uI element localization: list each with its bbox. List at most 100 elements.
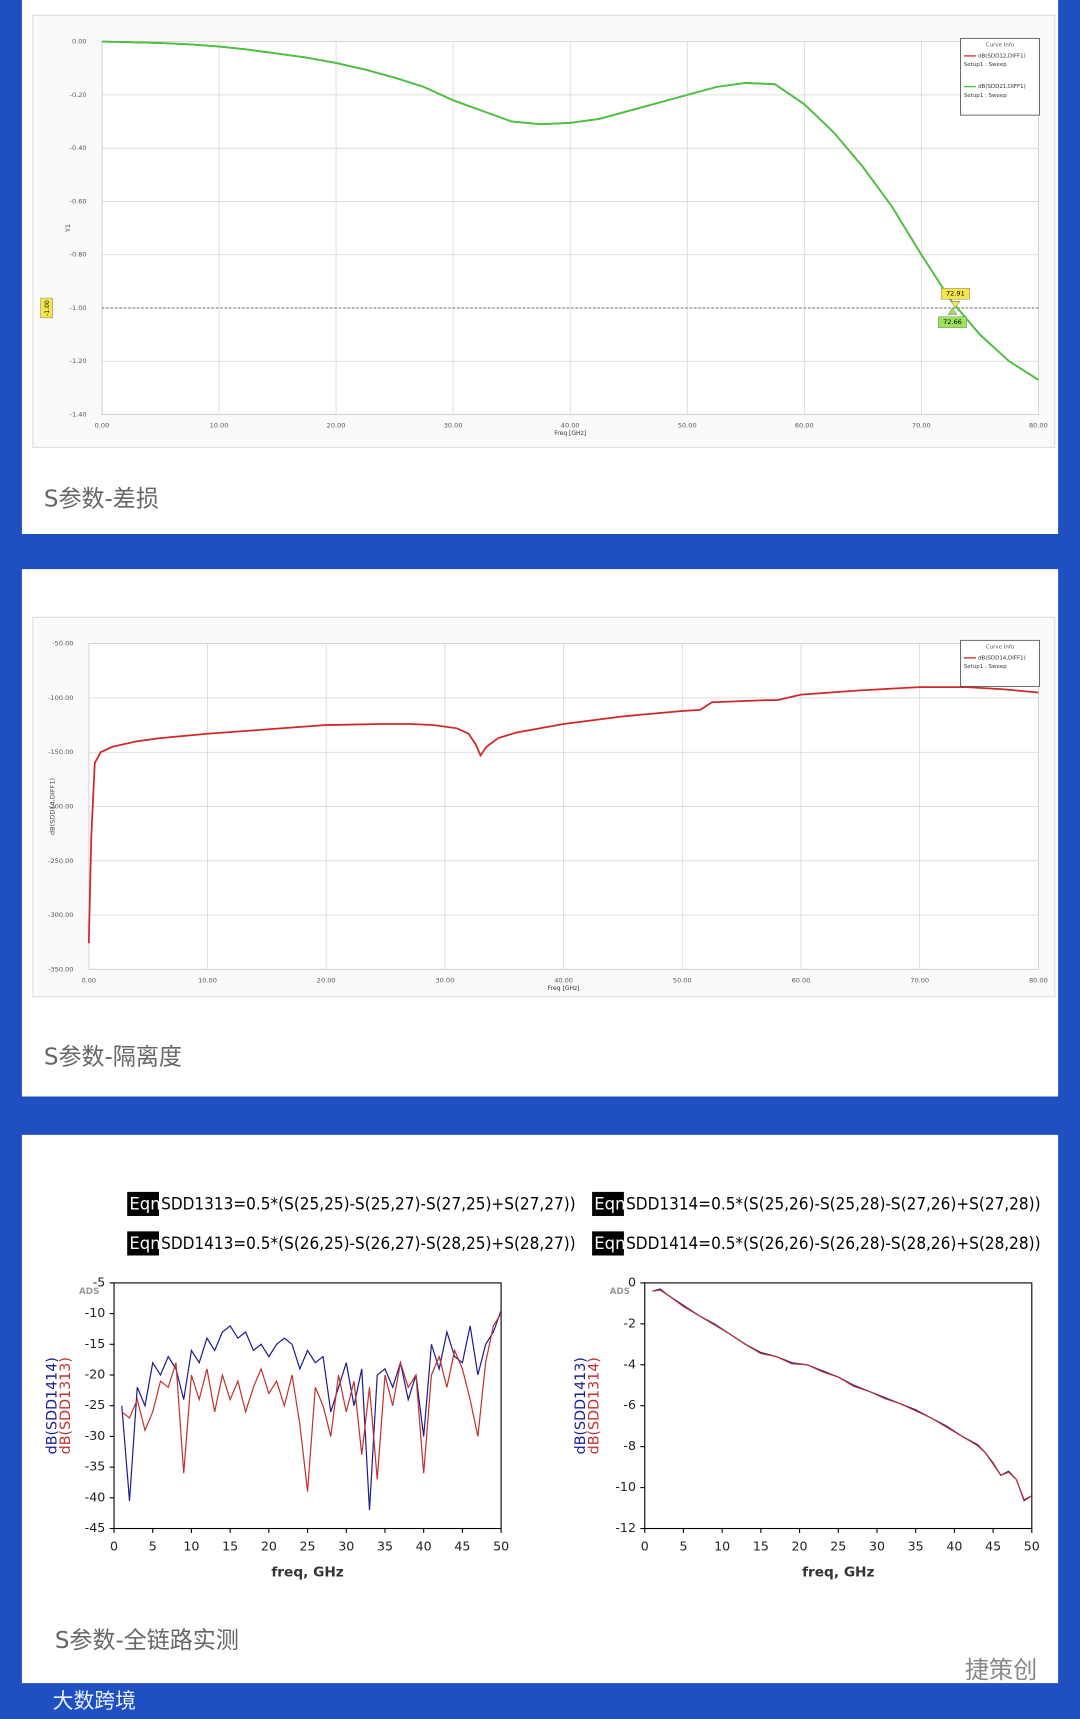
x-tick-label: 0 — [110, 1539, 118, 1554]
x-tick-label: 15 — [222, 1539, 238, 1554]
y-tick-label: -8 — [623, 1438, 636, 1453]
y-tick-label: -4 — [623, 1356, 636, 1371]
x-tick-label: 30.00 — [444, 421, 463, 429]
watermark: 大数跨境 — [53, 1689, 136, 1713]
series-line — [87, 686, 1039, 944]
x-tick-label: 50 — [493, 1539, 509, 1554]
marker-tag — [940, 288, 970, 300]
series-line — [121, 1313, 502, 1492]
x-tick-label: 5 — [149, 1539, 157, 1554]
x-tick-label: 0.00 — [82, 976, 97, 984]
y-axis-label: dB(SDD1414) — [45, 1357, 61, 1454]
x-tick-label: 20 — [792, 1539, 808, 1554]
y-tick-label: -5 — [93, 1274, 106, 1289]
x-tick-label: 30 — [869, 1539, 885, 1554]
marker — [950, 301, 961, 309]
x-tick-label: 50 — [1024, 1539, 1040, 1554]
marker — [947, 307, 958, 315]
y-tick-label: -10 — [85, 1305, 106, 1320]
caption: S参数-差损 — [44, 487, 159, 513]
legend-entry: dB(SDD12,DIFF1) — [978, 53, 1026, 59]
legend-title: Curve Info — [986, 42, 1015, 48]
equation: SDD1413=0.5*(S(26,25)-S(26,27)-S(28,25)+… — [161, 1234, 575, 1253]
eqn-badge-text: Eqn — [129, 1234, 160, 1253]
x-tick-label: 25 — [830, 1539, 846, 1554]
legend — [960, 639, 1040, 687]
y-tick-label: -300.00 — [48, 911, 73, 919]
legend-entry: dB(SDD14,DIFF1) — [978, 655, 1026, 661]
x-tick-label: 60.00 — [792, 976, 811, 984]
legend-setup: Setup1 : Sweep — [964, 664, 1007, 670]
x-tick-label: 20.00 — [317, 976, 336, 984]
series-line — [652, 1289, 1033, 1502]
eqn-badge-text: Eqn — [594, 1195, 625, 1214]
y-tick-label: -100.00 — [48, 694, 73, 702]
y-tick-label: -200.00 — [48, 802, 73, 810]
y-tick-label: -10 — [615, 1479, 636, 1494]
y-tick-label: -0.40 — [70, 144, 87, 152]
y-tick-label: -2 — [623, 1315, 636, 1330]
x-tick-label: 40 — [946, 1539, 962, 1554]
x-tick-label: 15 — [753, 1539, 769, 1554]
x-axis-label: freq, GHz — [802, 1564, 874, 1580]
x-tick-label: 70.00 — [912, 421, 931, 429]
y-tick-label: -15 — [85, 1336, 106, 1351]
ads-label: ADS — [610, 1287, 630, 1297]
y-tick-label: -20 — [85, 1367, 106, 1382]
y-tick-label: 0.00 — [72, 38, 87, 46]
eqn-badge-text: Eqn — [129, 1195, 160, 1214]
x-tick-label: 35 — [377, 1539, 393, 1554]
y-tick-label: -0.80 — [70, 251, 87, 259]
y-tick-label: -1.20 — [70, 357, 87, 365]
y-tick-label: -30 — [85, 1428, 106, 1443]
eqn-badge — [592, 1191, 624, 1217]
legend-entry: dB(SDD21,DIFF1) — [978, 84, 1026, 90]
x-tick-label: 35 — [908, 1539, 924, 1554]
legend-setup: Setup1 : Sweep — [964, 93, 1007, 99]
x-tick-label: 0.00 — [95, 421, 110, 429]
y-tick-label: -1.00 — [70, 304, 87, 312]
y-tick-label: -12 — [615, 1520, 636, 1535]
y-tick-label: 0 — [628, 1274, 636, 1289]
x-tick-label: 50.00 — [678, 421, 697, 429]
x-tick-label: 10.00 — [198, 976, 217, 984]
y-tick-label: -45 — [85, 1520, 106, 1535]
reference-tag — [40, 297, 53, 319]
y-tick-label: -50.00 — [52, 640, 73, 648]
caption: S参数-隔离度 — [44, 1045, 182, 1071]
x-tick-label: 40 — [416, 1539, 432, 1554]
x-tick-label: 30 — [338, 1539, 354, 1554]
eqn-badge — [592, 1231, 624, 1256]
marker-label: 72.66 — [943, 318, 962, 326]
x-tick-label: 60.00 — [795, 421, 814, 429]
y-tick-label: -0.20 — [70, 91, 87, 99]
marker-tag — [937, 316, 967, 328]
x-tick-label: 5 — [679, 1539, 687, 1554]
watermark: 捷策创 — [965, 1656, 1037, 1684]
x-axis-label: Freq [GHz] — [554, 430, 586, 437]
x-tick-label: 10 — [714, 1539, 730, 1554]
x-tick-label: 30.00 — [436, 976, 455, 984]
y-tick-label: -6 — [623, 1397, 636, 1412]
y-axis-label: Y1 — [64, 224, 72, 233]
marker-label: 72.91 — [946, 290, 965, 298]
x-tick-label: 10 — [183, 1539, 199, 1554]
x-tick-label: 45 — [985, 1539, 1001, 1554]
x-axis-label: freq, GHz — [271, 1564, 343, 1580]
y-tick-label: -1.40 — [70, 410, 87, 418]
x-tick-label: 80.00 — [1029, 421, 1048, 429]
y-tick-label: -350.00 — [48, 965, 73, 973]
x-tick-label: 0 — [641, 1539, 649, 1554]
equation: SDD1414=0.5*(S(26,26)-S(26,28)-S(28,26)+… — [626, 1234, 1040, 1253]
legend — [960, 37, 1040, 116]
y-tick-label: -40 — [85, 1489, 106, 1504]
reference-label: -1.00 — [44, 300, 51, 316]
ads-label: ADS — [79, 1287, 99, 1297]
legend-setup: Setup1 : Sweep — [964, 62, 1007, 68]
y-tick-label: -25 — [85, 1397, 106, 1412]
eqn-badge-text: Eqn — [594, 1234, 625, 1253]
equation: SDD1313=0.5*(S(25,25)-S(25,27)-S(27,25)+… — [161, 1195, 575, 1214]
panel — [21, 1134, 1059, 1684]
